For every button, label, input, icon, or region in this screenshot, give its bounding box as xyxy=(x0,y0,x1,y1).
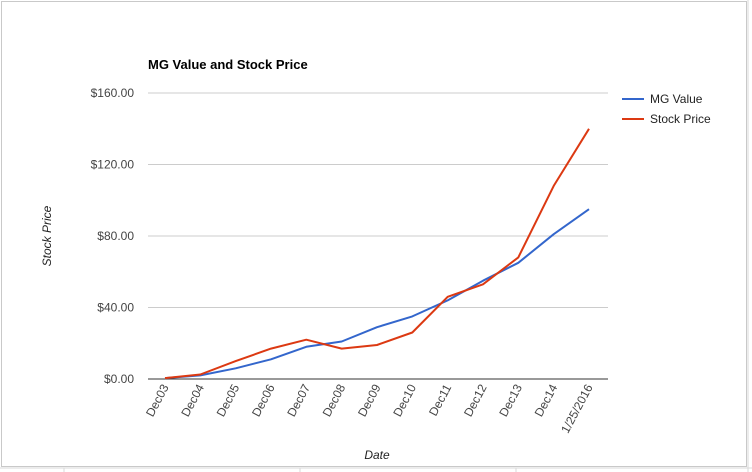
y-tick-label: $40.00 xyxy=(97,301,134,315)
series-line-stock-price[interactable] xyxy=(164,128,590,380)
x-axis-ticks: Dec03 Dec04 Dec05 Dec06 Dec07 Dec08 Dec09 Dec10… xyxy=(143,382,596,436)
line-chart: MG Value and Stock Price $0.00 $40.00 $80.… xyxy=(40,57,711,462)
x-tick-label: Dec07 xyxy=(284,382,313,419)
chart-container[interactable]: MG Value and Stock Price $0.00 $40.00 $80.… xyxy=(1,1,747,467)
series-lines xyxy=(164,128,590,380)
x-tick-label: 1/25/2016 xyxy=(558,382,596,436)
gridlines xyxy=(148,92,608,380)
x-axis-title: Date xyxy=(364,448,390,462)
x-tick-label: Dec10 xyxy=(390,382,419,419)
y-tick-label: $160.00 xyxy=(91,86,135,100)
series-line-mg-value[interactable] xyxy=(164,208,590,380)
x-tick-label: Dec06 xyxy=(249,382,278,419)
x-tick-label: Dec11 xyxy=(426,382,454,419)
y-axis-title: Stock Price xyxy=(40,205,54,266)
x-tick-label: Dec04 xyxy=(178,382,207,419)
x-tick-label: Dec08 xyxy=(320,382,349,419)
x-tick-label: Dec14 xyxy=(532,382,561,419)
legend[interactable]: MG Value Stock Price xyxy=(622,92,711,126)
x-tick-label: Dec12 xyxy=(461,382,490,419)
y-tick-label: $0.00 xyxy=(104,372,134,386)
x-tick-label: Dec13 xyxy=(496,382,525,419)
legend-label: Stock Price xyxy=(650,112,711,126)
y-tick-label: $120.00 xyxy=(91,158,135,172)
y-tick-label: $80.00 xyxy=(97,229,134,243)
y-axis-ticks: $0.00 $40.00 $80.00 $120.00 $160.00 xyxy=(91,86,135,386)
chart-title: MG Value and Stock Price xyxy=(148,57,308,72)
legend-label: MG Value xyxy=(650,92,703,106)
x-tick-label: Dec03 xyxy=(143,382,172,419)
x-tick-label: Dec09 xyxy=(355,382,384,419)
x-tick-label: Dec05 xyxy=(214,382,243,419)
